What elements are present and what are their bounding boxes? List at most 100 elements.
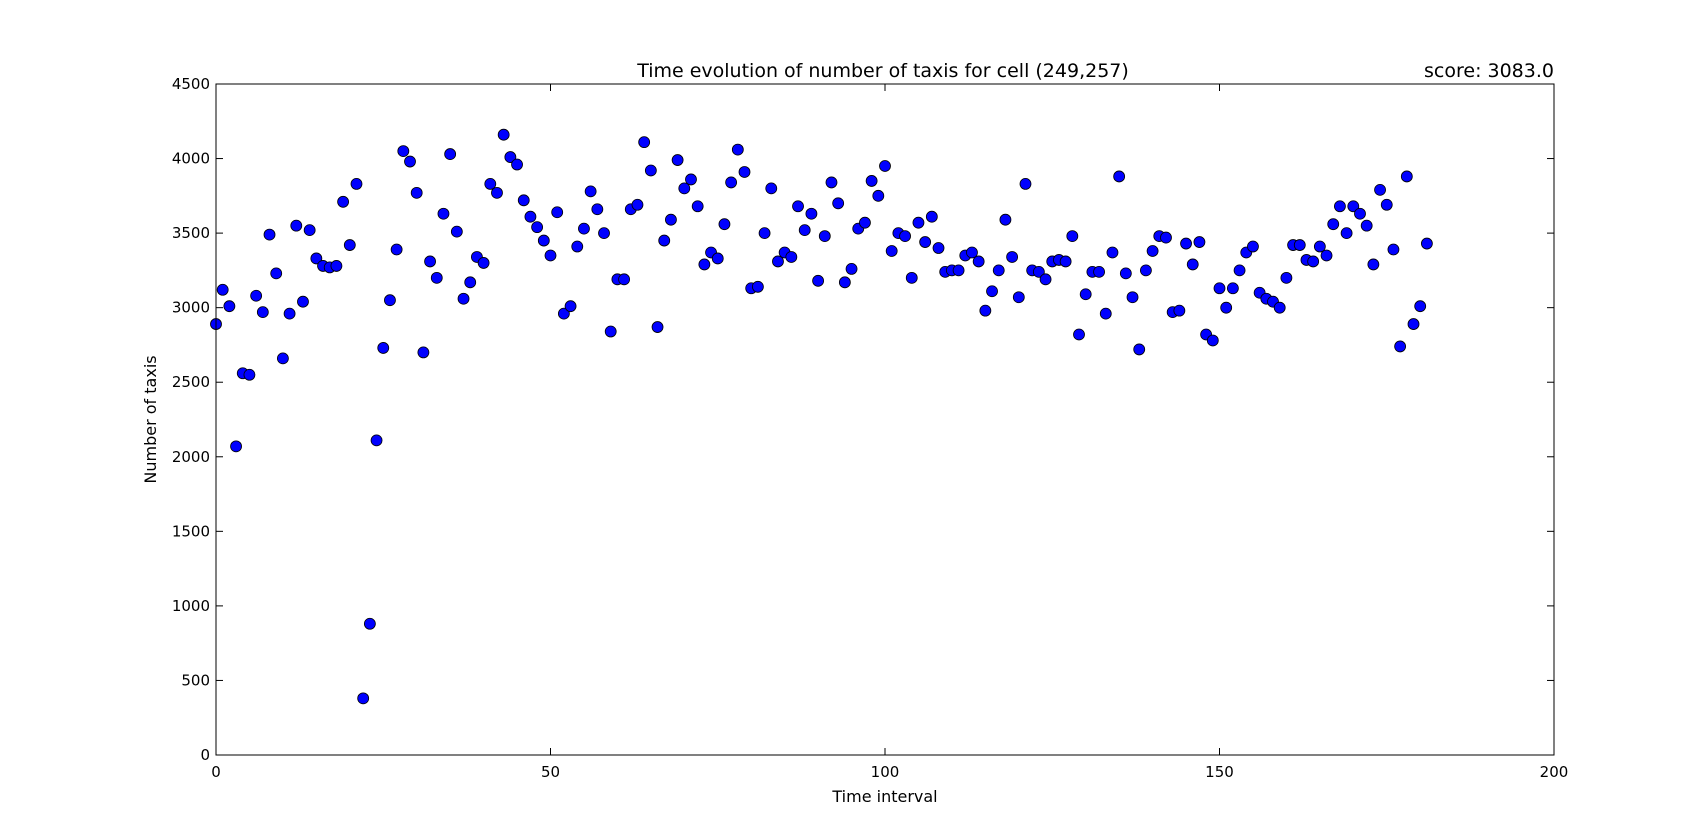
data-point — [457, 292, 470, 305]
data-point — [772, 255, 784, 268]
data-point — [1233, 264, 1246, 277]
data-point — [751, 280, 764, 293]
data-point — [1367, 258, 1380, 271]
data-point — [230, 440, 242, 453]
data-point — [691, 200, 704, 213]
y-tick-label: 2500 — [172, 373, 210, 391]
data-point — [250, 289, 263, 302]
y-tick-label: 1000 — [172, 597, 210, 615]
y-tick-label: 1500 — [172, 522, 210, 540]
score-label: score: 3083.0 — [1424, 60, 1554, 82]
x-tick-label: 50 — [541, 763, 560, 781]
data-point — [1180, 237, 1192, 250]
data-point — [343, 239, 356, 251]
data-point — [390, 243, 403, 256]
data-point — [678, 182, 691, 195]
data-point — [464, 276, 477, 289]
data-point — [598, 227, 610, 240]
data-point — [1213, 282, 1226, 295]
x-tick-label: 150 — [1205, 763, 1234, 781]
data-point — [223, 300, 236, 313]
data-point — [397, 145, 410, 158]
data-point — [1226, 282, 1239, 295]
data-point — [785, 251, 798, 263]
y-tick-label: 4000 — [172, 150, 210, 168]
data-point — [872, 189, 885, 202]
x-tick-label: 200 — [1540, 763, 1569, 781]
data-point — [1059, 255, 1072, 268]
data-point — [805, 207, 818, 220]
data-point — [1133, 343, 1146, 356]
data-point — [256, 306, 269, 319]
data-point — [919, 236, 932, 248]
data-point — [1146, 245, 1159, 257]
data-point — [564, 300, 577, 313]
data-point — [1079, 288, 1092, 301]
data-point — [1126, 291, 1139, 304]
data-point — [1039, 273, 1052, 286]
data-point — [450, 225, 463, 238]
data-point — [537, 234, 550, 247]
data-point — [798, 224, 811, 237]
data-point — [1093, 265, 1105, 278]
data-point — [618, 273, 630, 286]
data-point — [1173, 304, 1186, 317]
data-point — [1099, 307, 1112, 320]
data-point — [718, 218, 731, 231]
data-point — [504, 151, 517, 163]
data-point — [1006, 251, 1019, 263]
data-point — [511, 158, 523, 171]
data-point — [551, 206, 564, 219]
data-point — [1032, 265, 1045, 278]
axis-ticks: 0 50 100 150 2000500100015002000250030003500… — [172, 75, 1569, 781]
data-point — [832, 197, 845, 210]
data-point — [1293, 239, 1306, 251]
data-point — [404, 155, 416, 168]
data-point — [952, 264, 965, 277]
data-point — [792, 200, 804, 213]
data-point — [765, 182, 778, 195]
data-point — [1307, 255, 1320, 268]
data-point — [1220, 301, 1233, 314]
data-point — [571, 240, 584, 253]
data-point — [263, 228, 276, 241]
data-point — [276, 352, 289, 365]
data-point — [1340, 227, 1353, 240]
data-point — [417, 346, 430, 359]
data-point — [1374, 183, 1386, 196]
data-point — [879, 160, 891, 172]
data-point — [350, 178, 363, 190]
data-point — [544, 249, 557, 262]
data-point — [685, 173, 697, 186]
data-point — [966, 246, 978, 259]
data-point — [517, 194, 530, 207]
data-point — [491, 186, 503, 199]
data-point — [638, 136, 651, 149]
data-point — [758, 227, 771, 240]
data-point — [999, 213, 1012, 226]
data-point — [591, 203, 604, 216]
data-point — [1206, 334, 1219, 347]
data-point — [644, 164, 657, 177]
data-point — [424, 255, 436, 268]
data-point — [1387, 243, 1400, 256]
data-point — [370, 434, 383, 447]
data-point — [297, 295, 309, 308]
data-point — [1327, 218, 1340, 231]
data-point — [818, 230, 831, 242]
data-point — [430, 271, 443, 284]
data-point — [986, 285, 998, 298]
data-point — [972, 255, 985, 268]
data-point — [357, 692, 370, 705]
data-point — [363, 617, 376, 630]
data-point — [658, 234, 671, 247]
x-tick-label: 100 — [871, 763, 900, 781]
data-point — [1113, 170, 1126, 183]
data-point — [1394, 340, 1407, 353]
data-point — [1186, 258, 1199, 271]
data-point — [477, 257, 490, 269]
y-tick-label: 3500 — [172, 224, 210, 242]
data-point — [1420, 237, 1433, 250]
data-point — [1313, 240, 1326, 253]
data-point — [1320, 249, 1333, 262]
